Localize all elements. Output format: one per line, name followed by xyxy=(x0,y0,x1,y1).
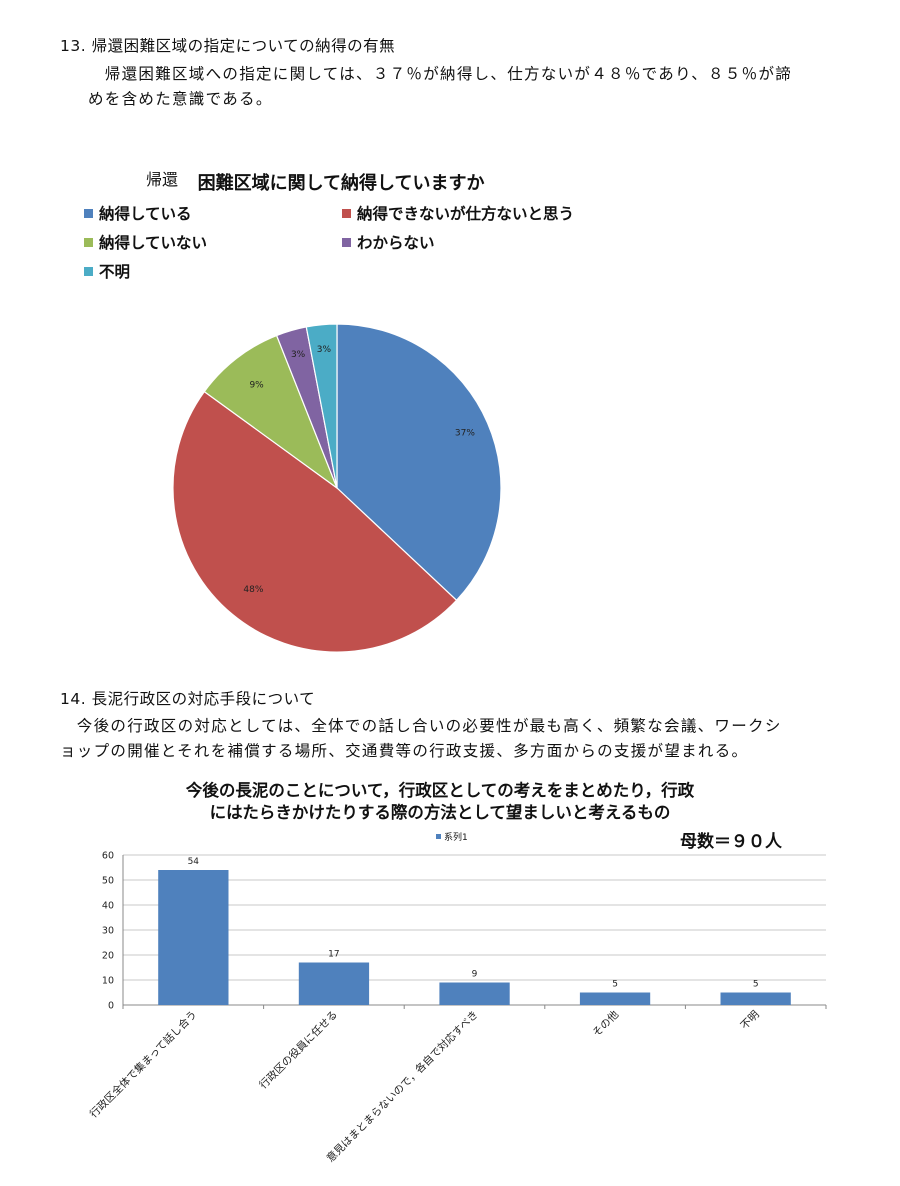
pie-slice-label: 9% xyxy=(249,380,264,390)
legend-swatch xyxy=(84,238,93,247)
section-14-paragraph: 今後の行政区の対応としては、全体での話し合いの必要性が最も高く、頻繁な会議、ワー… xyxy=(60,714,782,764)
legend-label: 納得している xyxy=(99,205,192,223)
pie-slice-label: 3% xyxy=(291,350,306,360)
y-tick-label: 10 xyxy=(102,976,114,987)
pie-slice xyxy=(336,323,502,602)
x-category-label: 行政区の役員に任せる xyxy=(257,1008,340,1091)
bar xyxy=(439,982,510,1005)
legend-swatch xyxy=(436,834,441,839)
bar-chart-title-line-2: にはたらきかけたりする際の方法として望ましいと考えるもの xyxy=(209,803,671,822)
pie-slice xyxy=(203,334,339,490)
legend-item-nattoku-shiteinai: 納得していない xyxy=(84,231,207,253)
bar-value-label: 5 xyxy=(612,980,618,990)
x-category-label: その他 xyxy=(590,1008,622,1040)
y-tick-label: 20 xyxy=(102,951,114,962)
legend-item-nattoku: 納得している xyxy=(84,202,192,224)
section-14-heading: 14. 長泥行政区の対応手段について xyxy=(60,690,316,708)
legend-label: 不明 xyxy=(99,263,131,281)
legend-label: 系列1 xyxy=(444,833,468,843)
y-tick-label: 40 xyxy=(102,901,114,912)
legend-label: 納得していない xyxy=(99,234,208,252)
bar xyxy=(158,870,229,1005)
pie-slice xyxy=(172,390,458,653)
x-category-label: 行政区全体で集まって話し合う xyxy=(87,1008,199,1120)
pie-chart: 37% 48% 9% 3% 3% xyxy=(172,323,502,653)
bar-value-label: 17 xyxy=(328,950,339,960)
bar-value-label: 9 xyxy=(472,970,478,980)
legend-item-wakaranai: わからない xyxy=(342,231,435,253)
section-13-paragraph: 帰還困難区域への指定に関しては、３７％が納得し、仕方ないが４８％であり、８５％が… xyxy=(88,62,792,112)
pie-chart-title-main: 困難区域に関して納得していますか xyxy=(197,173,485,194)
pie-slice-label: 3% xyxy=(317,345,332,355)
x-category-label: 意見はまとまらないので，各自で対応すべき xyxy=(324,1008,481,1165)
section-13-paragraph-line-2: めを含めた意識である。 xyxy=(88,90,273,108)
section-14-paragraph-line-1: 今後の行政区の対応としては、全体での話し合いの必要性が最も高く、頻繁な会議、ワー… xyxy=(60,717,782,735)
bar xyxy=(298,962,370,1005)
legend-swatch xyxy=(84,267,93,276)
legend-item-shikatanai: 納得できないが仕方ないと思う xyxy=(342,202,574,224)
legend-label: わからない xyxy=(357,234,435,252)
bar xyxy=(579,992,651,1005)
bar-legend: 系列1 xyxy=(436,830,468,843)
section-13-heading: 13. 帰還困難区域の指定についての納得の有無 xyxy=(60,37,396,55)
pie-slice xyxy=(305,323,338,489)
pie-slice-label: 37% xyxy=(455,429,475,439)
section-13-paragraph-line-1: 帰還困難区域への指定に関しては、３７％が納得し、仕方ないが４８％であり、８５％が… xyxy=(88,65,793,83)
y-tick-label: 0 xyxy=(108,1001,114,1012)
bar-value-label: 54 xyxy=(188,857,200,867)
bar xyxy=(720,992,791,1005)
sample-size-note: 母数＝９０人 xyxy=(680,832,782,852)
pie-chart-title-prefix: 帰還 xyxy=(146,170,179,189)
y-tick-label: 60 xyxy=(102,851,114,862)
legend-label: 納得できないが仕方ないと思う xyxy=(357,205,575,223)
y-tick-label: 50 xyxy=(102,876,114,887)
bar-chart-title: 今後の長泥のことについて，行政区としての考えをまとめたり，行政 にはたらきかけた… xyxy=(0,780,900,824)
legend-swatch xyxy=(342,238,351,247)
pie-chart-title: 帰還 困難区域に関して納得していますか xyxy=(146,166,485,195)
legend-item-fumei: 不明 xyxy=(84,260,130,282)
y-tick-label: 30 xyxy=(102,926,114,937)
pie-slice-label: 48% xyxy=(243,585,263,595)
section-14-paragraph-line-2: ョップの開催とそれを補償する場所、交通費等の行政支援、多方面からの支援が望まれる… xyxy=(60,742,749,760)
legend-swatch xyxy=(342,209,351,218)
legend-swatch xyxy=(84,209,93,218)
bar-chart-title-line-1: 今後の長泥のことについて，行政区としての考えをまとめたり，行政 xyxy=(185,781,695,800)
bar-value-label: 5 xyxy=(753,980,759,990)
x-category-label: 不明 xyxy=(738,1009,761,1032)
